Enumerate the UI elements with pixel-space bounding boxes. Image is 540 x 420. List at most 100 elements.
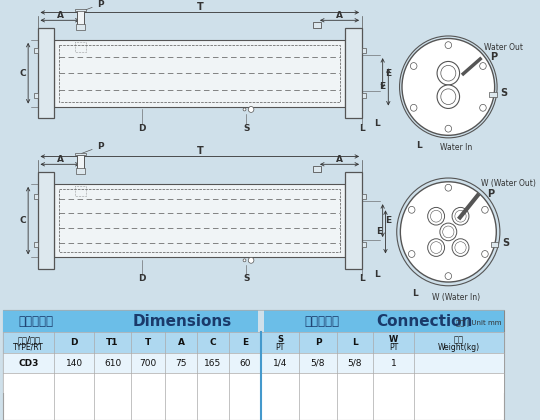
Text: 1/4: 1/4 [273,359,287,368]
Text: 5/8: 5/8 [348,359,362,368]
Text: P: P [315,338,321,347]
Circle shape [480,63,486,69]
Text: 1: 1 [390,359,396,368]
Circle shape [402,39,495,135]
Bar [75,8,86,11]
Text: L: L [374,119,380,128]
Bar [59,45,340,102]
Circle shape [437,85,460,108]
Circle shape [400,182,496,282]
Circle shape [452,207,469,225]
Text: L: L [416,141,422,150]
Text: S: S [502,238,509,248]
Text: L: L [359,274,365,284]
Bar [362,194,366,199]
Circle shape [445,184,451,191]
Bar [75,152,86,155]
Bar [76,168,85,174]
Text: 5/8: 5/8 [310,359,325,368]
Circle shape [482,206,488,213]
Bar [75,186,86,196]
Text: E: E [379,82,385,92]
Text: S: S [243,123,249,133]
Text: T: T [145,338,151,347]
Bar [3,332,504,353]
Text: L: L [352,338,358,347]
Text: Connection: Connection [376,314,472,328]
Circle shape [428,239,444,256]
Bar [258,310,264,332]
Bar [37,172,55,269]
Text: 610: 610 [104,359,121,368]
Text: 75: 75 [176,359,187,368]
Circle shape [445,42,451,49]
Circle shape [243,108,246,111]
Text: 外型尺寸表: 外型尺寸表 [18,315,53,328]
Text: T: T [197,146,203,155]
Text: W (Water In): W (Water In) [432,292,480,302]
Circle shape [410,105,417,111]
Circle shape [248,257,254,263]
Circle shape [428,207,444,225]
Text: A: A [336,155,343,164]
Text: Dimensions: Dimensions [132,314,232,328]
Text: C: C [19,69,26,78]
Circle shape [452,239,469,256]
Bar [3,310,258,332]
Text: P: P [82,0,104,11]
Text: PT: PT [389,343,398,352]
Text: 165: 165 [204,359,221,368]
Bar [3,353,504,373]
Bar [345,28,362,118]
Bar [264,310,504,332]
Text: A: A [57,155,64,164]
Bar [34,93,37,98]
Text: D: D [138,274,145,284]
Bar [37,28,55,118]
Text: Weight(kg): Weight(kg) [437,343,480,352]
Text: P: P [487,189,494,199]
Text: A: A [178,338,185,347]
Bar [75,42,86,52]
Text: 單位 | Unit mm: 單位 | Unit mm [456,320,502,327]
Bar [345,172,362,269]
Text: C: C [210,338,216,347]
Text: 700: 700 [139,359,157,368]
Bar [362,242,366,247]
Circle shape [440,223,457,241]
Text: Water Out: Water Out [483,43,523,52]
Text: 140: 140 [65,359,83,368]
Bar [489,92,497,97]
Bar [313,166,321,172]
Bar [362,93,366,98]
Text: C: C [19,216,26,225]
Bar [3,310,504,420]
Text: S: S [243,274,249,284]
Text: PT: PT [275,343,285,352]
Text: A: A [57,11,64,20]
Circle shape [243,259,246,262]
Text: L: L [374,270,380,279]
Bar [491,242,498,247]
Text: 60: 60 [239,359,251,368]
Text: E: E [242,338,248,347]
Text: CD3: CD3 [18,359,39,368]
Text: E: E [376,227,382,236]
Text: S: S [277,335,283,344]
Circle shape [248,107,254,113]
Text: D: D [70,338,78,347]
Bar [313,22,321,28]
Circle shape [408,206,415,213]
Circle shape [445,125,451,132]
Circle shape [482,251,488,257]
Text: A: A [336,11,343,20]
Text: Water In: Water In [440,143,472,152]
Text: TYPE/RT: TYPE/RT [14,343,44,352]
Text: L: L [359,123,365,133]
Bar [55,184,345,257]
Circle shape [445,273,451,280]
Text: P: P [490,52,497,62]
Bar [34,242,37,247]
Text: 進出口直徑: 進出口直徑 [304,315,339,328]
Bar [55,40,345,107]
